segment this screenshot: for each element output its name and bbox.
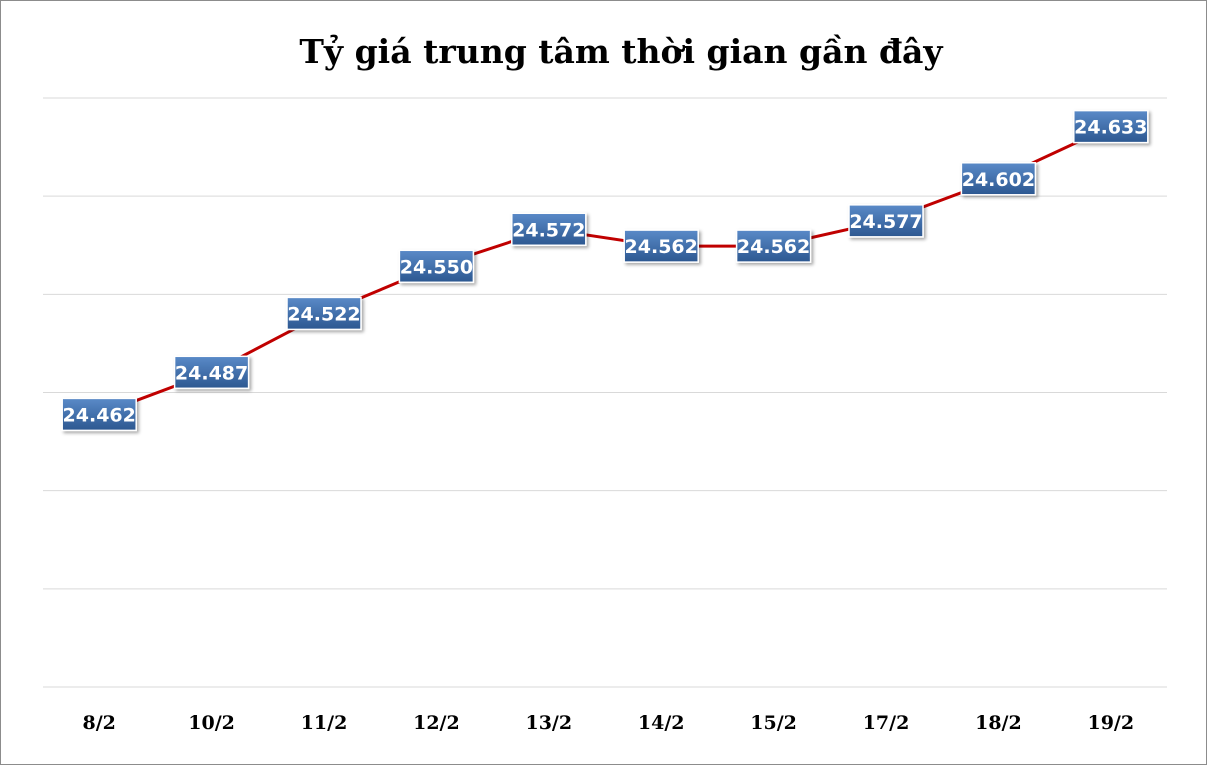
data-label-text: 24.550 — [400, 256, 473, 278]
data-label: 24.550 — [398, 249, 475, 284]
data-label-text: 24.577 — [849, 211, 922, 233]
data-label-text: 24.633 — [1074, 117, 1147, 139]
x-tick-label: 8/2 — [83, 712, 116, 734]
x-axis-tick-labels: 8/2 10/2 11/2 12/2 13/2 14/2 15/2 17/2 18/2 19/2 — [83, 712, 1135, 734]
data-label-box — [735, 229, 812, 263]
data-label-box — [848, 204, 924, 238]
data-label-box — [1073, 109, 1149, 144]
data-label-text: 24.487 — [175, 362, 248, 384]
x-tick-label: 18/2 — [975, 712, 1022, 734]
data-label-box — [398, 249, 475, 284]
data-label-box — [623, 229, 699, 263]
x-tick-label: 12/2 — [413, 712, 460, 734]
data-label-text: 24.562 — [737, 236, 810, 258]
x-tick-label: 10/2 — [188, 712, 235, 734]
data-label: 24.462 — [61, 397, 137, 432]
series-line-layer — [98, 125, 1112, 416]
data-label: 24.562 — [623, 229, 699, 263]
x-tick-label: 17/2 — [863, 712, 910, 734]
x-tick-label: 11/2 — [301, 712, 348, 734]
data-label: 24.577 — [848, 204, 924, 238]
series-line — [98, 125, 1112, 416]
data-label: 24.562 — [735, 229, 812, 263]
data-label: 24.633 — [1073, 109, 1149, 144]
data-label-text: 24.602 — [962, 169, 1035, 191]
data-label-box — [173, 355, 250, 390]
data-label-box — [960, 162, 1037, 196]
data-label-text: 24.572 — [512, 219, 585, 241]
data-label: 24.522 — [286, 296, 362, 331]
data-label: 24.602 — [960, 162, 1037, 196]
x-tick-label: 13/2 — [525, 712, 572, 734]
data-label: 24.572 — [511, 212, 587, 247]
x-tick-label: 14/2 — [638, 712, 685, 734]
data-label-box — [511, 212, 587, 247]
data-label-box — [286, 296, 362, 331]
chart-title: Tỷ giá trung tâm thời gian gần đây — [299, 32, 943, 71]
x-tick-label: 15/2 — [750, 712, 797, 734]
data-label: 24.487 — [173, 355, 250, 390]
gridlines — [43, 97, 1167, 688]
data-labels: 24.462 24.487 24.522 24.550 24.572 24.562 24.5… — [61, 109, 1149, 432]
data-label-text: 24.462 — [63, 404, 136, 426]
data-label-box — [61, 397, 137, 432]
data-label-text: 24.562 — [625, 236, 698, 258]
x-tick-label: 19/2 — [1087, 712, 1134, 734]
data-label-text: 24.522 — [287, 303, 360, 325]
